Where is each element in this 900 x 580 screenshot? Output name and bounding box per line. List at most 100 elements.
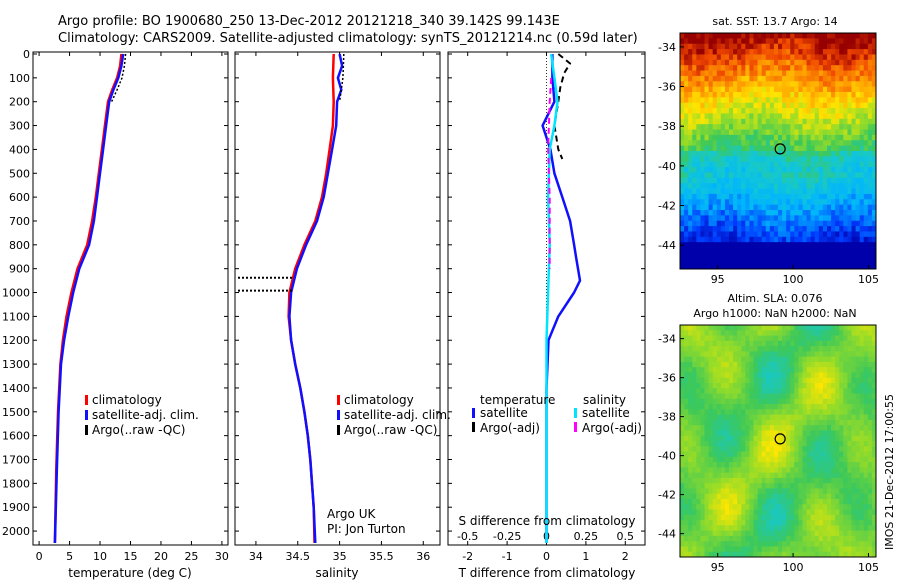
map-cell — [794, 247, 799, 254]
map-cell — [867, 113, 873, 120]
map-cell — [700, 145, 705, 152]
map-cell — [704, 430, 709, 437]
map-cell — [831, 161, 836, 168]
map-cell — [757, 204, 763, 211]
map-cell — [696, 388, 701, 394]
map-cell — [831, 340, 836, 347]
map-cell — [741, 356, 746, 363]
map-cell — [716, 514, 722, 521]
map-cell — [778, 456, 783, 463]
map-cell — [810, 419, 816, 426]
map-cell — [720, 462, 726, 468]
map-cell — [749, 419, 754, 426]
map-cell — [749, 404, 754, 410]
map-cell — [835, 97, 840, 104]
map-cell — [822, 377, 828, 384]
map-cell — [716, 43, 722, 50]
map-cell — [810, 210, 816, 216]
map-cell — [684, 520, 689, 526]
map-cell — [737, 134, 742, 141]
map-cell — [700, 204, 705, 211]
map-cell — [855, 409, 861, 416]
map-cell — [798, 493, 803, 500]
legend-swatch-climatology — [85, 395, 88, 405]
map-cell — [822, 525, 828, 532]
map-cell — [802, 108, 807, 114]
map-cell — [712, 409, 718, 416]
map-cell — [798, 551, 803, 558]
map-cell — [704, 388, 709, 394]
map-cell — [831, 414, 836, 421]
map-cell — [847, 188, 852, 195]
map-cell — [818, 124, 824, 130]
map-cell — [724, 215, 730, 222]
map-cell — [839, 462, 844, 468]
map-cell — [822, 177, 828, 184]
map-cell — [843, 330, 848, 336]
map-cell — [818, 81, 824, 88]
map-cell — [720, 167, 726, 173]
map-cell — [724, 535, 730, 542]
map-cell — [843, 404, 848, 410]
map-cell — [765, 70, 771, 77]
map-cell — [749, 435, 754, 442]
map-cell — [720, 49, 726, 55]
map-cell — [855, 129, 861, 136]
map-cell — [749, 356, 754, 363]
map-cell — [847, 86, 852, 93]
map-cell — [712, 477, 718, 484]
map-cell — [761, 113, 767, 120]
map-cell — [761, 525, 767, 532]
map-cell — [802, 398, 807, 405]
map-cell — [773, 499, 779, 505]
map-cell — [843, 59, 848, 66]
map-cell — [737, 49, 742, 55]
map-cell — [688, 483, 693, 489]
map-cell — [810, 520, 816, 526]
map-cell — [761, 430, 767, 437]
map-cell — [855, 65, 861, 71]
map-cell — [867, 129, 873, 136]
map-cell — [839, 383, 844, 389]
map-cell — [871, 383, 877, 389]
map-cell — [782, 525, 787, 532]
map-cell — [757, 361, 763, 368]
map-cell — [782, 220, 787, 227]
map-cell — [810, 493, 816, 500]
map-cell — [798, 118, 803, 125]
map-cell — [851, 435, 856, 442]
map-cell — [733, 177, 738, 184]
map-cell — [749, 140, 754, 147]
map-cell — [827, 504, 832, 510]
map-cell — [684, 81, 689, 88]
map-cell — [867, 177, 873, 184]
map-cell — [827, 456, 832, 463]
map-cell — [778, 388, 783, 394]
map-cell — [745, 236, 750, 243]
map-cell — [712, 193, 718, 200]
map-cell — [688, 499, 693, 505]
x-tick-label: 34 — [249, 550, 263, 563]
map-cell — [835, 377, 840, 384]
map-cell — [810, 263, 816, 270]
map-cell — [720, 102, 726, 109]
map-cell — [855, 236, 861, 243]
map-cell — [855, 404, 861, 410]
map-cell — [700, 462, 705, 468]
map-cell — [798, 409, 803, 416]
map-cell — [835, 172, 840, 179]
map-cell — [773, 43, 779, 50]
map-cell — [737, 247, 742, 254]
map-cell — [720, 340, 726, 347]
map-cell — [810, 430, 816, 437]
map-cell — [745, 204, 750, 211]
map-cell — [794, 145, 799, 152]
map-cell — [806, 530, 812, 537]
map-cell — [737, 430, 742, 437]
map-cell — [786, 393, 791, 400]
map-cell — [741, 504, 746, 510]
map-cell — [696, 467, 701, 474]
map-cell — [684, 372, 689, 379]
map-cell — [782, 156, 787, 163]
map-cell — [680, 462, 685, 468]
